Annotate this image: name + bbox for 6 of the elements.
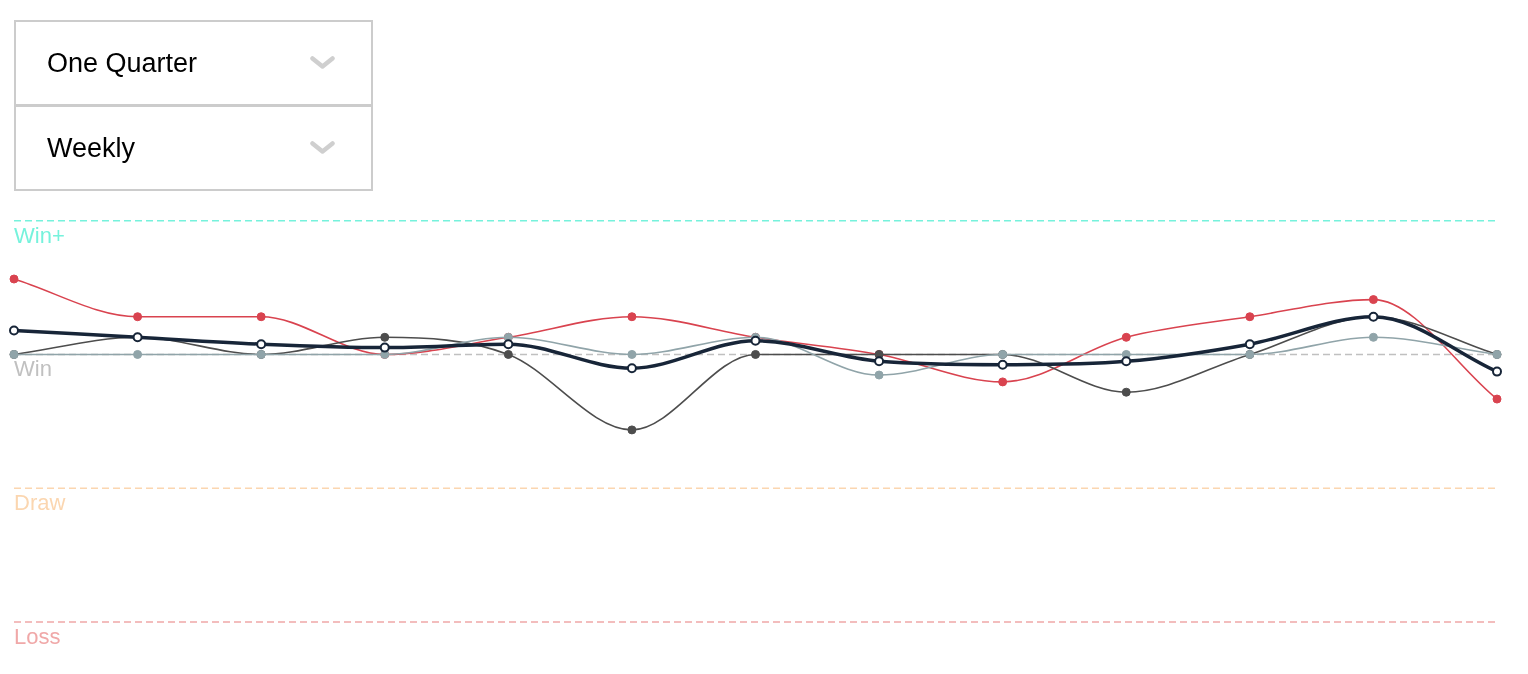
dropdown: Weekly	[14, 105, 373, 191]
ref-line-label: Loss	[14, 624, 61, 649]
ref-line-label: Win+	[14, 222, 65, 248]
dropdown: One Quarter	[14, 20, 373, 106]
ref-line-label: Win	[14, 356, 52, 382]
ref-line-label: Draw	[14, 490, 66, 516]
